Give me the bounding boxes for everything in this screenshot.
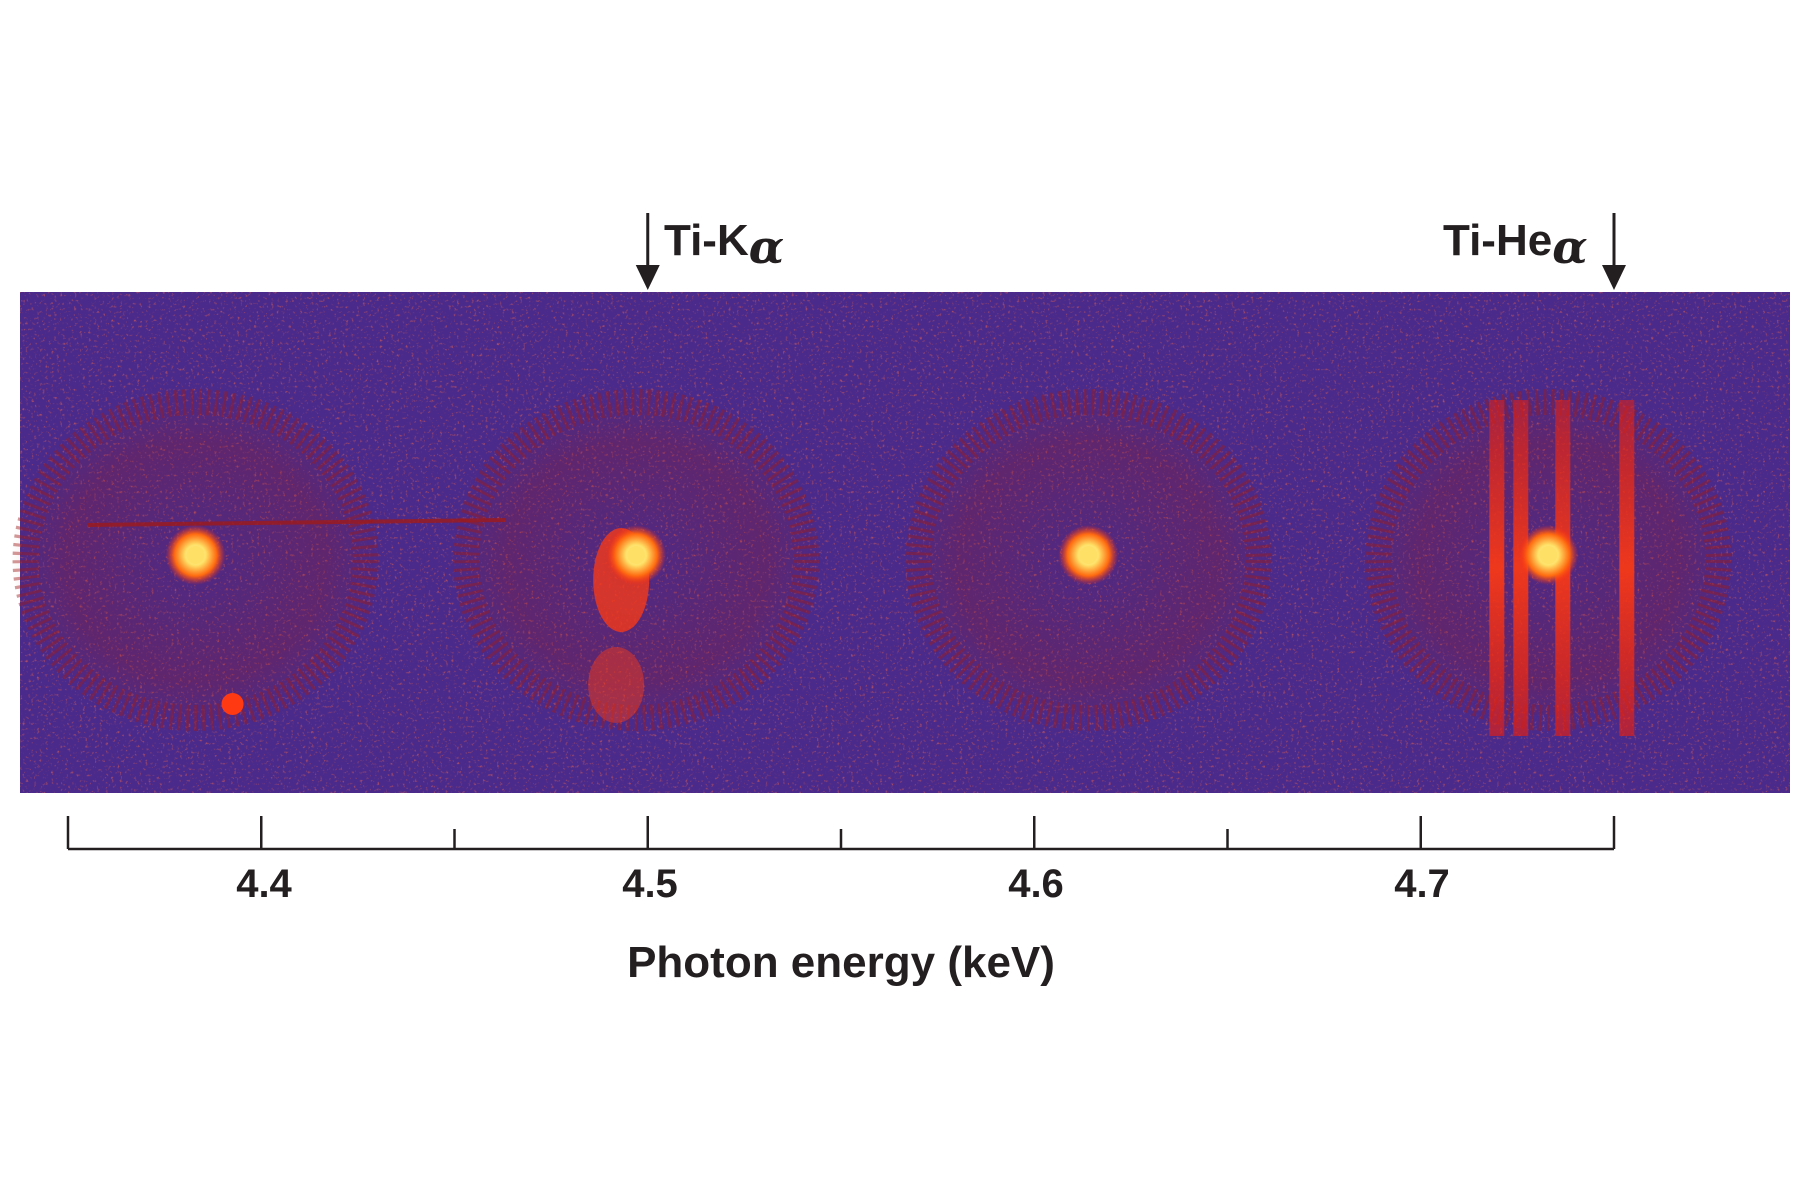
tick-label-4-6: 4.6 — [1008, 862, 1064, 906]
emission-blob — [451, 375, 822, 731]
tick-label-4-4: 4.4 — [236, 862, 292, 906]
emission-blob — [1363, 375, 1734, 736]
arrow-head — [1602, 265, 1626, 290]
blob-ring — [453, 389, 820, 731]
x-axis-title: Photon energy (keV) — [627, 938, 1055, 987]
emission-blob — [903, 375, 1274, 731]
vertical-streak — [1619, 400, 1635, 736]
secondary-spot — [221, 693, 244, 715]
blob-lower-glow — [588, 647, 645, 723]
blob-ring — [905, 389, 1272, 731]
tick-label-4-5: 4.5 — [622, 862, 678, 906]
core-spot-center — [1539, 546, 1558, 564]
emission-blob — [10, 375, 506, 731]
ti-k-alpha-sub: α — [748, 220, 785, 274]
image-panel — [10, 292, 1790, 793]
ti-k-alpha-main: Ti-K — [664, 216, 749, 265]
core-spot-center — [186, 546, 205, 564]
ti-he-alpha-main: Ti-He — [1443, 216, 1553, 265]
core-spot-center — [627, 546, 646, 564]
core-spot-center — [1079, 546, 1098, 564]
vertical-streak — [1513, 400, 1529, 736]
horizontal-streak — [87, 518, 506, 527]
annotation-arrow — [635, 213, 660, 290]
ti-k-alpha-label: Ti-Kα — [664, 212, 784, 274]
ti-he-alpha-label: Ti-Heα — [1443, 212, 1588, 274]
annotation-arrow — [1602, 213, 1626, 290]
vertical-streak — [1489, 400, 1505, 736]
arrow-head — [635, 265, 660, 290]
tick-label-4-7: 4.7 — [1394, 862, 1450, 906]
ti-he-alpha-sub: α — [1552, 220, 1588, 274]
blob-ring — [12, 389, 379, 731]
blob-ring — [1365, 389, 1732, 731]
